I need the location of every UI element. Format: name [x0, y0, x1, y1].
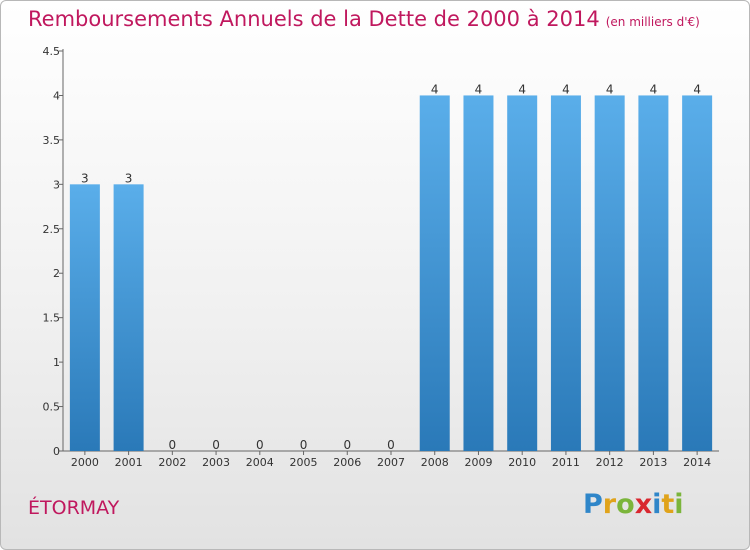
x-tick-label: 2004: [246, 456, 274, 469]
logo-letter: P: [583, 489, 603, 520]
bar-2013: [638, 95, 669, 451]
data-label: 4: [693, 82, 701, 96]
proxiti-logo: Proxiti: [583, 489, 684, 520]
x-tick-label: 2006: [333, 456, 361, 469]
commune-name: ÉTORMAY: [28, 497, 120, 519]
logo-letter: i: [652, 489, 662, 520]
y-tick-label: 2.5: [43, 223, 61, 236]
x-tick-label: 2007: [377, 456, 405, 469]
logo-letter: x: [634, 489, 653, 520]
x-tick-label: 2009: [464, 456, 492, 469]
logo-letter: t: [661, 489, 675, 520]
data-label: 3: [81, 171, 89, 185]
y-tick-label: 2: [53, 267, 60, 280]
data-label: 4: [606, 82, 614, 96]
y-tick-label: 4: [53, 89, 60, 102]
x-tick-label: 2011: [552, 456, 580, 469]
x-tick-label: 2014: [683, 456, 711, 469]
x-tick-label: 2005: [290, 456, 318, 469]
x-tick-label: 2010: [508, 456, 536, 469]
bar-2009: [463, 95, 494, 451]
x-tick-label: 2012: [596, 456, 624, 469]
data-label: 0: [387, 438, 395, 452]
logo-letter: i: [674, 489, 684, 520]
data-label: 0: [256, 438, 264, 452]
bar-2010: [507, 95, 538, 451]
logo-letter: r: [602, 489, 617, 520]
x-tick-label: 2003: [202, 456, 230, 469]
chart-title-text: Remboursements Annuels de la Dette de 20…: [28, 7, 600, 31]
x-tick-label: 2001: [115, 456, 143, 469]
y-tick-label: 3: [53, 178, 60, 191]
data-label: 4: [475, 82, 483, 96]
y-tick-label: 3.5: [43, 134, 61, 147]
chart-subtitle: (en milliers d'€): [605, 15, 700, 29]
bar-2000: [69, 184, 100, 452]
data-label: 0: [212, 438, 220, 452]
bar-2011: [550, 95, 581, 451]
data-label: 4: [562, 82, 570, 96]
data-label: 4: [650, 82, 658, 96]
data-label: 4: [518, 82, 526, 96]
data-label: 0: [169, 438, 177, 452]
data-label: 3: [125, 171, 133, 185]
y-tick-label: 1: [53, 356, 60, 369]
bar-2008: [419, 95, 450, 451]
y-tick-label: 0.5: [43, 401, 61, 414]
x-tick-label: 2002: [158, 456, 186, 469]
chart-title: Remboursements Annuels de la Dette de 20…: [28, 7, 700, 31]
bar-2014: [682, 95, 713, 451]
y-tick-label: 0: [53, 445, 60, 458]
x-tick-label: 2013: [639, 456, 667, 469]
bar-2001: [113, 184, 144, 452]
x-tick-label: 2000: [71, 456, 99, 469]
logo-letter: o: [616, 489, 635, 520]
data-label: 4: [431, 82, 439, 96]
data-label: 0: [343, 438, 351, 452]
bar-2012: [594, 95, 625, 451]
data-label: 0: [300, 438, 308, 452]
y-tick-label: 1.5: [43, 312, 61, 325]
y-tick-label: 4.5: [43, 45, 61, 58]
x-tick-label: 2008: [421, 456, 449, 469]
